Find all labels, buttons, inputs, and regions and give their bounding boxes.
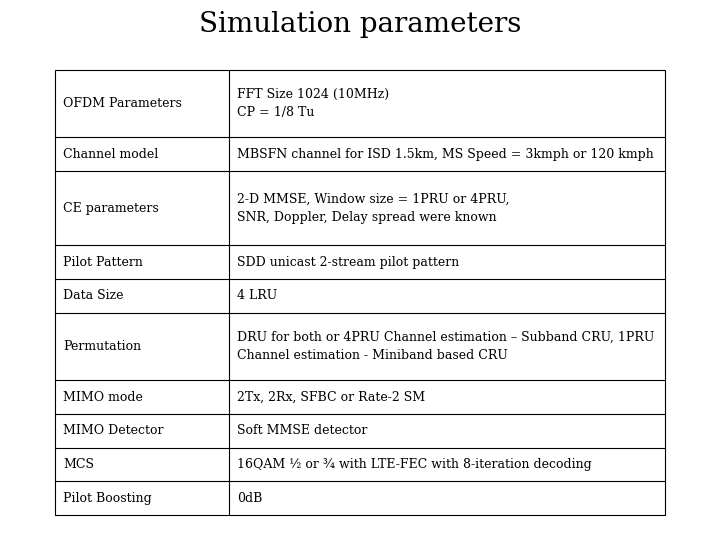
- Text: DRU for both or 4PRU Channel estimation – Subband CRU, 1PRU
Channel estimation -: DRU for both or 4PRU Channel estimation …: [237, 331, 654, 362]
- Text: MBSFN channel for ISD 1.5km, MS Speed = 3kmph or 120 kmph: MBSFN channel for ISD 1.5km, MS Speed = …: [237, 148, 654, 161]
- Text: FFT Size 1024 (10MHz)
CP = 1/8 Tu: FFT Size 1024 (10MHz) CP = 1/8 Tu: [237, 88, 389, 119]
- Text: 2-D MMSE, Window size = 1PRU or 4PRU,
SNR, Doppler, Delay spread were known: 2-D MMSE, Window size = 1PRU or 4PRU, SN…: [237, 193, 509, 224]
- Bar: [55, 70, 665, 515]
- Text: 4 LRU: 4 LRU: [237, 289, 277, 302]
- Text: 0dB: 0dB: [237, 491, 262, 505]
- Text: MCS: MCS: [63, 458, 94, 471]
- Text: MIMO mode: MIMO mode: [63, 390, 143, 403]
- Text: SDD unicast 2-stream pilot pattern: SDD unicast 2-stream pilot pattern: [237, 255, 459, 269]
- Text: 16QAM ½ or ¾ with LTE-FEC with 8-iteration decoding: 16QAM ½ or ¾ with LTE-FEC with 8-iterati…: [237, 458, 592, 471]
- Text: 2Tx, 2Rx, SFBC or Rate-2 SM: 2Tx, 2Rx, SFBC or Rate-2 SM: [237, 390, 425, 403]
- Text: Pilot Pattern: Pilot Pattern: [63, 255, 143, 269]
- Text: Permutation: Permutation: [63, 340, 141, 353]
- Text: Soft MMSE detector: Soft MMSE detector: [237, 424, 367, 437]
- Text: CE parameters: CE parameters: [63, 202, 158, 215]
- Text: OFDM Parameters: OFDM Parameters: [63, 97, 182, 110]
- Text: Pilot Boosting: Pilot Boosting: [63, 491, 152, 505]
- Text: MIMO Detector: MIMO Detector: [63, 424, 163, 437]
- Text: Simulation parameters: Simulation parameters: [199, 11, 521, 38]
- Text: Channel model: Channel model: [63, 148, 158, 161]
- Text: Data Size: Data Size: [63, 289, 124, 302]
